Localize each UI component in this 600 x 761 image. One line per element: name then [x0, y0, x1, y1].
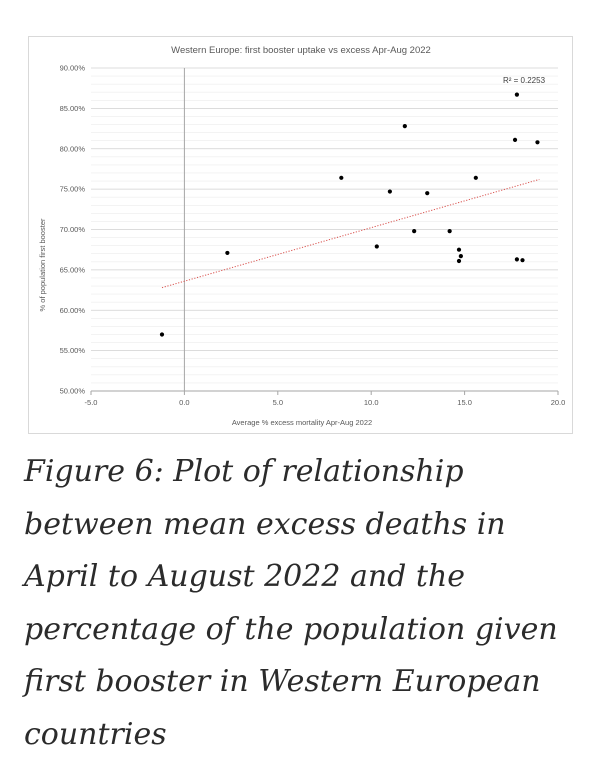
figure-caption: Figure 6: Plot of relationship between m…: [24, 454, 558, 752]
data-point: [425, 191, 430, 196]
data-points: [159, 92, 540, 337]
data-point: [387, 189, 392, 194]
y-tick-label: 50.00%: [60, 387, 86, 396]
x-tick-label: -5.0: [85, 398, 98, 407]
y-axis-label: % of population first booster: [38, 218, 47, 311]
data-point: [447, 229, 452, 234]
data-point: [456, 247, 462, 252]
y-tick-label: 75.00%: [60, 185, 86, 194]
data-point: [159, 332, 165, 337]
data-point: [456, 258, 462, 264]
data-point: [458, 254, 463, 259]
trendline: [161, 178, 540, 289]
x-tick-label: 15.0: [457, 398, 472, 407]
data-point: [412, 229, 417, 234]
data-point: [225, 250, 230, 256]
chart-title: Western Europe: first booster uptake vs …: [171, 45, 431, 56]
data-point: [339, 175, 344, 180]
data-point: [473, 175, 478, 180]
data-point: [512, 137, 518, 142]
data-point: [514, 92, 520, 97]
data-point: [514, 257, 520, 262]
r-squared-label: R² = 0.2253: [503, 76, 546, 85]
y-tick-label: 65.00%: [60, 265, 86, 274]
chart-frame: Western Europe: first booster uptake vs …: [28, 36, 573, 434]
y-tick-label: 80.00%: [60, 144, 86, 153]
y-tick-label: 85.00%: [60, 104, 86, 113]
data-point: [374, 244, 379, 249]
axes: 50.00% 55.00% 60.00% 65.00% 70.00% 75.00% 80.0…: [60, 64, 566, 408]
data-point: [535, 140, 540, 145]
gridlines: [91, 67, 558, 392]
scatter-chart: Western Europe: first booster uptake vs …: [38, 45, 566, 427]
y-tick-label: 70.00%: [60, 225, 86, 234]
x-tick-label: 0.0: [179, 398, 189, 407]
x-tick-label: 20.0: [551, 398, 566, 407]
data-point: [402, 124, 407, 129]
x-tick-label: 10.0: [364, 398, 379, 407]
x-tick-label: 5.0: [273, 398, 283, 407]
trendline-group: [161, 178, 540, 289]
y-tick-label: 90.00%: [60, 64, 86, 73]
y-tick-label: 60.00%: [60, 306, 86, 315]
data-point: [520, 258, 525, 263]
x-axis-label: Average % excess mortality Apr-Aug 2022: [232, 418, 372, 427]
y-tick-label: 55.00%: [60, 346, 86, 355]
